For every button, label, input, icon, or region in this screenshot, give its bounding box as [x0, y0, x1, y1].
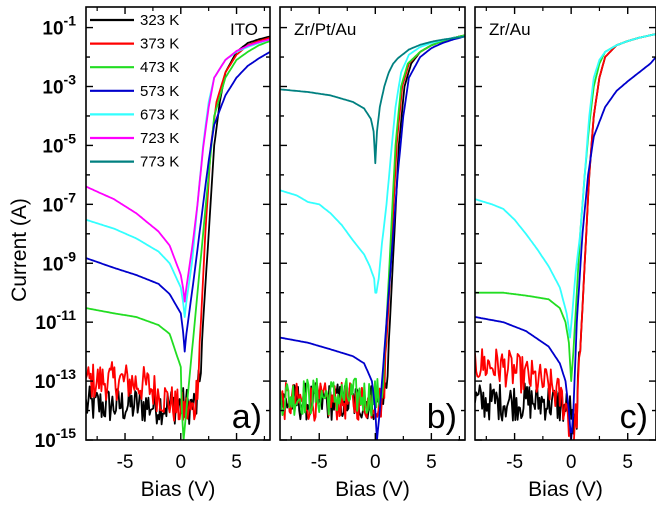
panel-2: -5 0 5 Bias (V) Zr/Pt/Au b): [279, 6, 466, 501]
y-tick-label: 10-9: [42, 248, 76, 275]
series-323-k: [280, 34, 465, 421]
x-tick-label: 5: [231, 452, 242, 473]
panel-title: Zr/Au: [489, 20, 531, 39]
y-tick-label: 10-13: [35, 366, 77, 393]
x-tick-label: 5: [622, 452, 633, 473]
y-tick-label: 10-15: [35, 425, 77, 452]
x-axis-title: Bias (V): [335, 478, 410, 501]
x-tick-label: 0: [370, 452, 381, 473]
legend-label: 673 K: [140, 106, 179, 123]
series-573-k: [86, 51, 270, 353]
legend: 323 K 373 K 473 K 573 K 673 K 723 K 773 K: [90, 12, 179, 171]
y-tick-label: 10-5: [42, 130, 76, 157]
y-axis-title: Current (A): [8, 198, 31, 302]
legend-label: 473 K: [140, 59, 179, 76]
series-373-k: [280, 34, 465, 422]
series-573-k: [475, 56, 656, 440]
x-axis-title: Bias (V): [141, 478, 216, 501]
legend-label: 573 K: [140, 83, 179, 100]
panel-label: b): [427, 398, 457, 436]
panel-label: c): [620, 398, 648, 436]
panel-1: 10-15 10-13 10-11 10-9 10-7 10-5 10-3 10-1 -5 0 5B…: [35, 6, 271, 501]
series-773-k: [280, 35, 465, 165]
legend-label: 723 K: [140, 130, 179, 147]
legend-label: 323 K: [140, 12, 179, 29]
plot-frame: [85, 6, 271, 441]
series-723-k: [86, 38, 270, 303]
x-axis-title: Bias (V): [528, 478, 603, 501]
x-tick-label: -5: [117, 452, 134, 473]
y-tick-label: 10-7: [42, 189, 76, 216]
series-473-k: [280, 34, 465, 417]
x-tick-label: 0: [566, 452, 577, 473]
series-group: [280, 34, 465, 440]
y-tick-label: 10-3: [42, 72, 76, 99]
series-group: [86, 35, 270, 440]
series-373-k: [86, 36, 270, 422]
series-group: [475, 33, 656, 440]
y-tick-label: 10-1: [42, 13, 76, 40]
legend-label: 373 K: [140, 36, 179, 53]
x-tick-label: 0: [175, 452, 186, 473]
panel-title: ITO: [230, 20, 258, 39]
series-473-k: [86, 40, 270, 440]
series-673-k: [280, 35, 465, 294]
panel-title: Zr/Pt/Au: [294, 20, 356, 39]
series-673-k: [86, 38, 270, 318]
x-tick-label: 5: [426, 452, 437, 473]
plot-frame: [279, 6, 466, 441]
x-tick-label: -5: [506, 452, 523, 473]
series-573-k: [280, 35, 465, 440]
series-323-k: [475, 33, 656, 435]
plot-frame: [474, 6, 656, 441]
legend-label: 773 K: [140, 154, 179, 171]
series-673-k: [475, 33, 656, 339]
x-tick-label: -5: [311, 452, 328, 473]
y-tick-label: 10-11: [35, 307, 76, 334]
panel-label: a): [232, 398, 262, 436]
panel-3: -5 0 5 Bias (V) Zr/Au c): [474, 6, 656, 501]
